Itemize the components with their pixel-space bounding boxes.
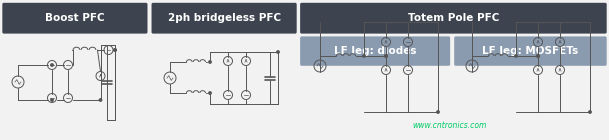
Text: Totem Pole PFC: Totem Pole PFC — [407, 13, 499, 23]
Circle shape — [114, 49, 116, 51]
FancyBboxPatch shape — [454, 36, 607, 66]
Circle shape — [437, 111, 439, 113]
Circle shape — [589, 111, 591, 113]
Text: LF leg: MOSFETs: LF leg: MOSFETs — [482, 46, 579, 56]
Circle shape — [51, 99, 53, 101]
Circle shape — [515, 55, 517, 57]
Text: 2ph bridgeless PFC: 2ph bridgeless PFC — [167, 13, 281, 23]
Circle shape — [537, 55, 539, 57]
Circle shape — [209, 61, 211, 63]
Circle shape — [363, 55, 365, 57]
Text: LF leg: diodes: LF leg: diodes — [334, 46, 417, 56]
Circle shape — [209, 92, 211, 94]
Circle shape — [385, 55, 387, 57]
Circle shape — [277, 51, 279, 53]
Text: www.cntronics.com: www.cntronics.com — [413, 121, 487, 130]
Circle shape — [99, 99, 102, 101]
FancyBboxPatch shape — [300, 3, 607, 34]
Circle shape — [51, 64, 53, 66]
FancyBboxPatch shape — [152, 3, 297, 34]
Circle shape — [537, 55, 539, 57]
Circle shape — [114, 49, 116, 51]
Circle shape — [385, 55, 387, 57]
Text: Boost PFC: Boost PFC — [45, 13, 105, 23]
FancyBboxPatch shape — [2, 3, 147, 34]
FancyBboxPatch shape — [300, 36, 450, 66]
